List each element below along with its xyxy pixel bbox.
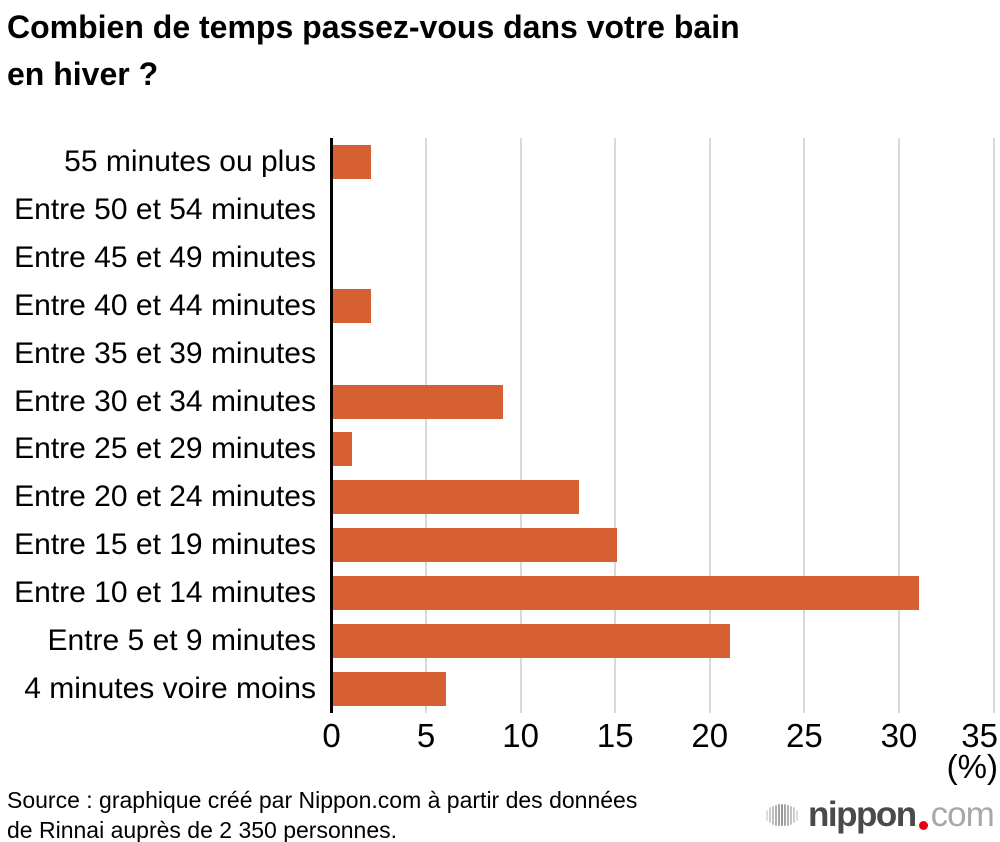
x-tick-label-10: 10 (502, 717, 539, 754)
bar-entre-20-et-24-minutes (333, 480, 579, 515)
logo-dot-icon (918, 821, 928, 830)
category-label: Entre 40 et 44 minutes (14, 288, 316, 322)
category-label: Entre 25 et 29 minutes (14, 432, 316, 466)
audio-waveform-icon (766, 803, 799, 827)
category-label: Entre 20 et 24 minutes (14, 480, 316, 514)
x-axis-unit-label: (%) (946, 748, 998, 785)
title-line-2: en hiver ? (7, 56, 159, 92)
waveform-bar (775, 804, 777, 826)
waveform-bar (787, 804, 789, 826)
waveform-bar (769, 807, 771, 823)
bar-entre-25-et-29-minutes (333, 432, 352, 467)
gridline-30 (897, 138, 900, 713)
category-label: Entre 35 et 39 minutes (14, 336, 316, 370)
bar-55-minutes-ou-plus (333, 144, 371, 179)
waveform-bar (772, 805, 774, 825)
waveform-bar (796, 809, 798, 821)
y-axis-line (330, 138, 333, 713)
category-label: 4 minutes voire moins (24, 672, 316, 706)
gridline-20 (708, 138, 711, 713)
waveform-bar (790, 805, 792, 825)
nippon-logo-text: nippon com (808, 795, 995, 835)
category-label: Entre 5 et 9 minutes (47, 624, 316, 658)
category-label: Entre 10 et 14 minutes (14, 576, 316, 610)
category-label: Entre 50 et 54 minutes (14, 192, 316, 226)
category-label: Entre 15 et 19 minutes (14, 528, 316, 562)
source-note: Source : graphique créé par Nippon.com à… (7, 785, 637, 842)
bar-entre-40-et-44-minutes (333, 288, 371, 323)
x-tick-label-30: 30 (880, 717, 918, 754)
x-tick-label-35: 35 (961, 717, 998, 754)
x-tick-label-0: 0 (322, 717, 341, 754)
bar-entre-5-et-9-minutes (333, 624, 731, 659)
waveform-bar (766, 809, 768, 821)
logo-tld: com (930, 795, 995, 834)
title-line-1: Combien de temps passez-vous dans votre … (7, 9, 740, 45)
gridline-5 (425, 138, 428, 713)
waveform-bar (781, 804, 783, 826)
gridline-10 (519, 138, 522, 713)
x-axis: 0 5 10 15 20 25 30 35 (0, 713, 1000, 754)
source-line-2: de Rinnai auprès de 2 350 personnes. (7, 817, 398, 842)
category-label: 55 minutes ou plus (64, 144, 316, 178)
waveform-bar (793, 807, 795, 823)
bar-4-minutes-voire-moins (333, 672, 447, 707)
gridline-25 (803, 138, 806, 713)
bar-entre-30-et-34-minutes (333, 384, 504, 419)
logo-name: nippon (808, 795, 917, 834)
x-tick-label-20: 20 (691, 717, 729, 754)
bar-chart: 55 minutes ou plus Entre 50 et 54 minutes… (0, 138, 1000, 713)
waveform-bar (784, 804, 786, 826)
x-tick-label-15: 15 (596, 717, 634, 754)
category-label: Entre 30 et 34 minutes (14, 384, 316, 418)
x-tick-label-5: 5 (416, 717, 436, 754)
nippon-logo: nippon com (766, 792, 995, 838)
bar-entre-10-et-14-minutes (333, 576, 920, 611)
waveform-bar (778, 804, 780, 826)
page-title: Combien de temps passez-vous dans votre … (7, 4, 740, 98)
gridline-15 (614, 138, 617, 713)
source-line-1: Source : graphique créé par Nippon.com à… (7, 787, 638, 813)
category-label: Entre 45 et 49 minutes (14, 240, 316, 274)
gridline-35 (992, 138, 995, 713)
bar-entre-15-et-19-minutes (333, 528, 617, 563)
x-tick-label-25: 25 (785, 717, 823, 754)
